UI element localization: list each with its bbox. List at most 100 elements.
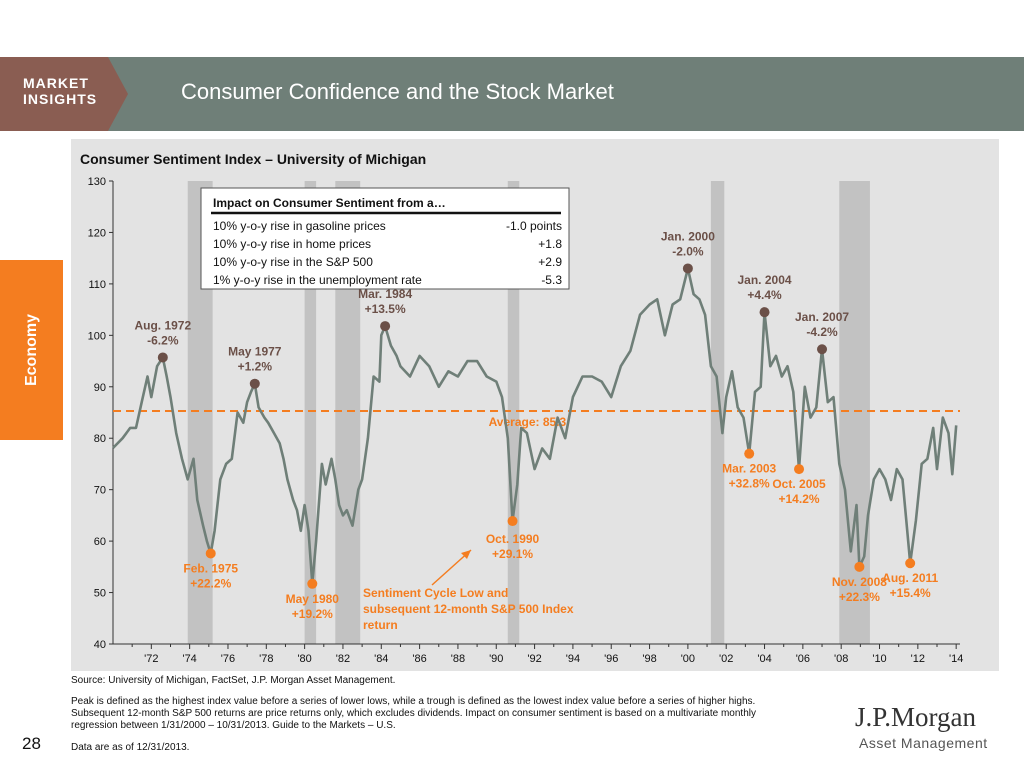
annotation-text: subsequent 12-month S&P 500 Index	[363, 602, 574, 616]
x-tick-label: '78	[259, 653, 273, 665]
footnote: Peak is defined as the highest index val…	[71, 696, 756, 731]
peak-marker	[759, 307, 770, 318]
x-tick-label: '10	[872, 653, 886, 665]
trough-label-return: +14.2%	[779, 492, 820, 506]
y-tick-label: 130	[88, 176, 106, 188]
impact-table-box	[200, 187, 570, 290]
annotation-text: return	[363, 618, 398, 632]
annotation-text: Sentiment Cycle Low and	[363, 586, 508, 600]
peak-marker	[249, 378, 260, 389]
market-insights-badge: MARKET INSIGHTS	[0, 57, 108, 131]
peak-marker	[817, 344, 828, 355]
y-tick-label: 100	[88, 330, 106, 342]
x-tick-label: '94	[566, 653, 580, 665]
trough-label-return: +22.3%	[839, 590, 880, 604]
impact-row-label: 1% y-o-y rise in the unemployment rate	[213, 273, 422, 287]
trough-label-return: +19.2%	[292, 607, 333, 621]
trough-marker	[744, 448, 755, 459]
trough-label-date: Feb. 1975	[183, 561, 238, 575]
recession-band	[304, 181, 317, 644]
y-tick-label: 110	[88, 279, 106, 291]
x-tick-label: '72	[144, 653, 158, 665]
x-tick-label: '12	[911, 653, 925, 665]
peak-label-date: Jan. 2004	[738, 273, 792, 287]
annotation-arrow-head	[461, 550, 471, 559]
peak-label-date: May 1977	[228, 345, 282, 359]
y-tick-label: 50	[94, 588, 106, 600]
trough-marker	[307, 578, 318, 589]
y-tick-label: 120	[88, 227, 106, 239]
impact-row-value: +1.8	[538, 237, 562, 251]
impact-table-title: Impact on Consumer Sentiment from a…	[213, 196, 446, 210]
x-tick-label: '02	[719, 653, 733, 665]
y-tick-label: 70	[94, 485, 106, 497]
peak-label-return: -2.0%	[672, 244, 704, 258]
trough-label-return: +22.2%	[190, 576, 231, 590]
x-tick-label: '98	[642, 653, 656, 665]
impact-row-label: 10% y-o-y rise in home prices	[213, 237, 371, 251]
trough-marker	[205, 548, 216, 559]
as-of-note: Data are as of 12/31/2013.	[71, 742, 190, 753]
impact-row-value: -5.3	[541, 273, 562, 287]
trough-label-date: Aug. 2011	[882, 571, 938, 585]
trough-label-return: +29.1%	[492, 547, 533, 561]
x-tick-label: '76	[221, 653, 235, 665]
average-label: Average: 85.3	[489, 415, 567, 429]
peak-marker	[380, 321, 391, 332]
x-tick-label: '04	[757, 653, 771, 665]
peak-label-date: Jan. 2000	[661, 229, 715, 243]
peak-label-return: +1.2%	[238, 360, 273, 374]
recession-band	[507, 181, 520, 644]
trough-marker	[905, 558, 916, 569]
peak-label-date: Aug. 1972	[134, 318, 191, 332]
badge-line-2: INSIGHTS	[23, 91, 98, 107]
peak-label-date: Jan. 2007	[795, 310, 849, 324]
peak-label-return: -4.2%	[806, 325, 838, 339]
x-tick-label: '86	[412, 653, 426, 665]
asset-management-label: Asset Management	[859, 735, 988, 751]
trough-marker	[854, 561, 865, 572]
x-tick-label: '84	[374, 653, 388, 665]
x-tick-label: '74	[182, 653, 196, 665]
jpmorgan-logo: J.P.Morgan	[855, 702, 977, 732]
trough-marker	[794, 464, 805, 475]
x-tick-label: '06	[796, 653, 810, 665]
section-tab-economy: Economy	[0, 260, 63, 440]
page-number: 28	[22, 734, 41, 753]
badge-arrow	[108, 57, 128, 131]
y-tick-label: 80	[94, 433, 106, 445]
peak-marker	[157, 352, 168, 363]
x-tick-label: '82	[336, 653, 350, 665]
recession-band	[710, 181, 725, 644]
x-tick-label: '96	[604, 653, 618, 665]
x-tick-label: '80	[297, 653, 311, 665]
trough-label-return: +32.8%	[729, 477, 770, 491]
peak-label-return: +4.4%	[747, 288, 782, 302]
page-title: Consumer Confidence and the Stock Market	[181, 79, 614, 104]
x-tick-label: '14	[949, 653, 963, 665]
x-tick-label: '08	[834, 653, 848, 665]
impact-row-label: 10% y-o-y rise in gasoline prices	[213, 219, 386, 233]
x-tick-label: '88	[451, 653, 465, 665]
trough-marker	[507, 516, 518, 527]
x-tick-label: '00	[681, 653, 695, 665]
peak-marker	[682, 263, 693, 274]
y-tick-label: 40	[94, 639, 106, 651]
impact-row-value: -1.0 points	[506, 219, 562, 233]
badge-line-1: MARKET	[23, 75, 89, 91]
peak-label-return: +13.5%	[365, 302, 406, 316]
trough-label-date: Oct. 2005	[772, 477, 826, 491]
source-note: Source: University of Michigan, FactSet,…	[71, 675, 396, 686]
peak-label-return: -6.2%	[147, 333, 179, 347]
trough-label-date: Mar. 2003	[722, 462, 776, 476]
chart-title: Consumer Sentiment Index – University of…	[80, 151, 426, 167]
peak-label-date: Mar. 1984	[358, 287, 412, 301]
trough-label-date: Oct. 1990	[486, 532, 540, 546]
trough-label-date: Nov. 2008	[832, 575, 887, 589]
x-tick-label: '90	[489, 653, 503, 665]
y-tick-label: 60	[94, 536, 106, 548]
trough-label-date: May 1980	[286, 592, 340, 606]
impact-row-label: 10% y-o-y rise in the S&P 500	[213, 255, 373, 269]
trough-label-return: +15.4%	[890, 586, 931, 600]
